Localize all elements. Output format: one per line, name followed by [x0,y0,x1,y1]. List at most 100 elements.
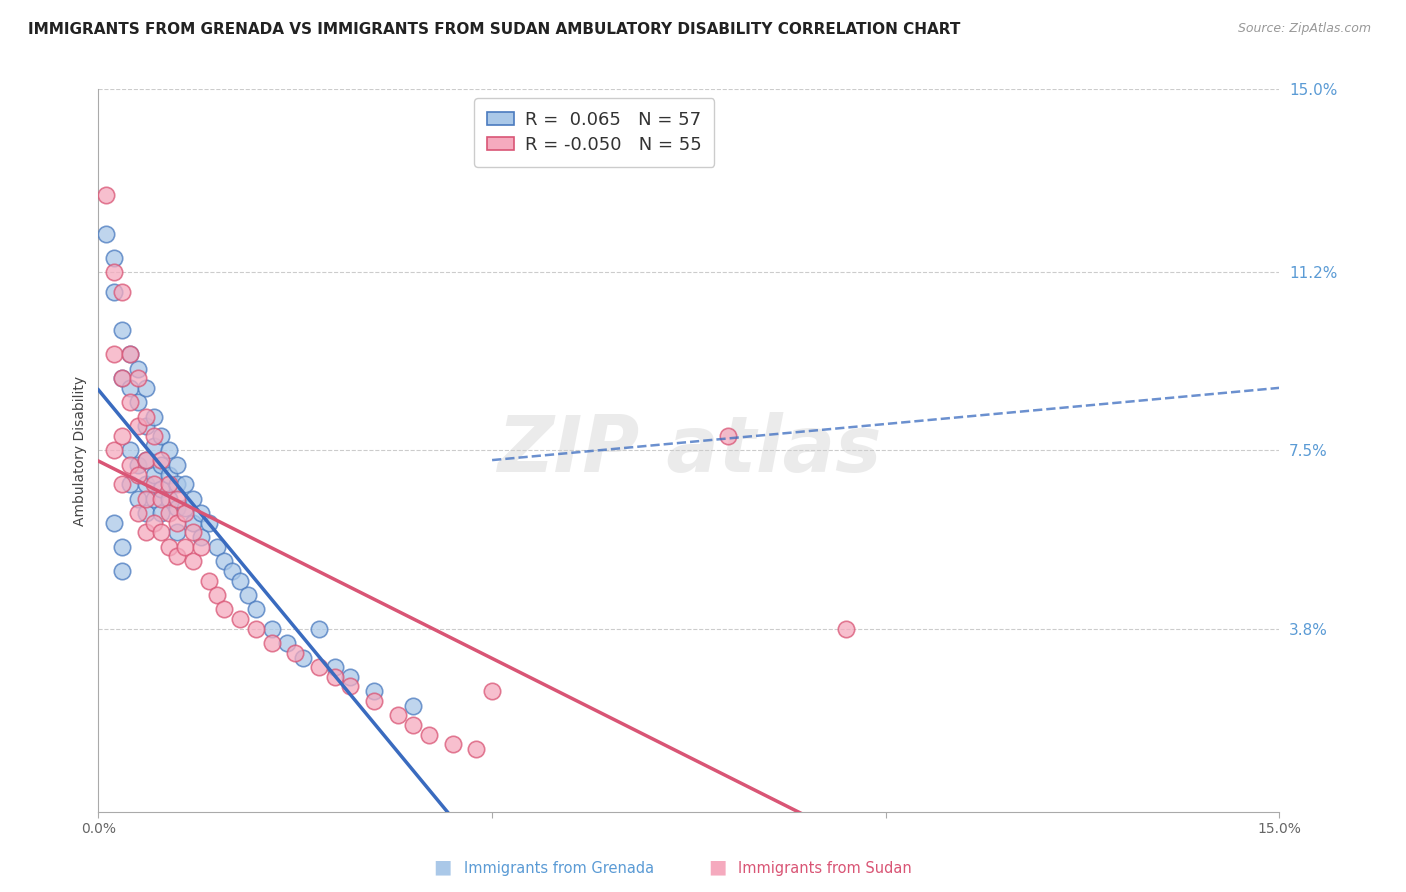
Point [127,361,149,376]
Point [142,467,165,482]
Point [135,477,157,491]
Point [127,506,149,520]
Point [181,554,204,568]
Point [205,588,228,602]
Point [284,646,307,660]
Point [418,728,440,742]
Point [135,453,157,467]
Point [96,188,118,202]
Text: ZIP atlas: ZIP atlas [496,412,882,489]
Point [142,439,165,453]
Point [118,381,141,395]
Point [103,285,125,299]
Point [118,443,141,458]
Point [363,694,385,708]
Point [118,477,141,491]
Point [127,395,149,409]
Point [96,227,118,241]
Point [103,516,125,530]
Point [118,458,141,472]
Point [111,371,134,385]
Point [157,477,180,491]
Point [150,429,173,443]
Point [308,622,330,636]
Point [103,251,125,265]
Text: IMMIGRANTS FROM GRENADA VS IMMIGRANTS FROM SUDAN AMBULATORY DISABILITY CORRELATI: IMMIGRANTS FROM GRENADA VS IMMIGRANTS FR… [28,22,960,37]
Point [214,602,236,616]
Point [135,506,157,520]
Point [717,429,740,443]
Point [157,491,180,506]
Point [174,477,197,491]
Point [190,506,212,520]
Point [150,482,173,496]
Point [181,525,204,540]
Point [402,698,425,713]
Point [118,395,141,409]
Point [323,670,346,684]
Point [387,708,409,723]
Point [181,516,204,530]
Point [260,636,283,650]
Point [245,622,267,636]
Point [135,453,157,467]
Point [111,323,134,337]
Text: Immigrants from Sudan: Immigrants from Sudan [738,862,912,876]
Point [127,467,149,482]
Point [166,477,188,491]
Text: ■: ■ [707,857,727,876]
Point [402,718,425,732]
Point [205,540,228,554]
Point [135,525,157,540]
Point [214,554,236,568]
Point [260,622,283,636]
Point [276,636,298,650]
Point [174,506,197,520]
Point [118,347,141,361]
Point [111,429,134,443]
Point [174,501,197,516]
Point [363,684,385,698]
Point [481,684,503,698]
Point [111,540,134,554]
Point [197,574,219,588]
Y-axis label: Ambulatory Disability: Ambulatory Disability [73,376,87,525]
Point [135,419,157,434]
Point [127,371,149,385]
Point [135,409,157,424]
Point [142,429,165,443]
Point [142,409,165,424]
Point [142,516,165,530]
Point [118,347,141,361]
Point [292,650,315,665]
Text: Immigrants from Grenada: Immigrants from Grenada [464,862,654,876]
Point [150,458,173,472]
Point [221,564,243,578]
Point [103,265,125,279]
Point [166,491,188,506]
Point [236,588,259,602]
Point [150,491,173,506]
Point [135,381,157,395]
Point [181,491,204,506]
Point [157,506,180,520]
Point [166,549,188,564]
Point [127,419,149,434]
Point [157,443,180,458]
Point [111,564,134,578]
Point [111,371,134,385]
Point [103,347,125,361]
Point [323,660,346,674]
Point [835,622,858,636]
Point [166,525,188,540]
Point [308,660,330,674]
Point [441,737,464,751]
Point [245,602,267,616]
Point [229,574,252,588]
Point [174,540,197,554]
Point [465,742,488,756]
Point [166,458,188,472]
Point [190,530,212,544]
Point [103,443,125,458]
Point [157,467,180,482]
